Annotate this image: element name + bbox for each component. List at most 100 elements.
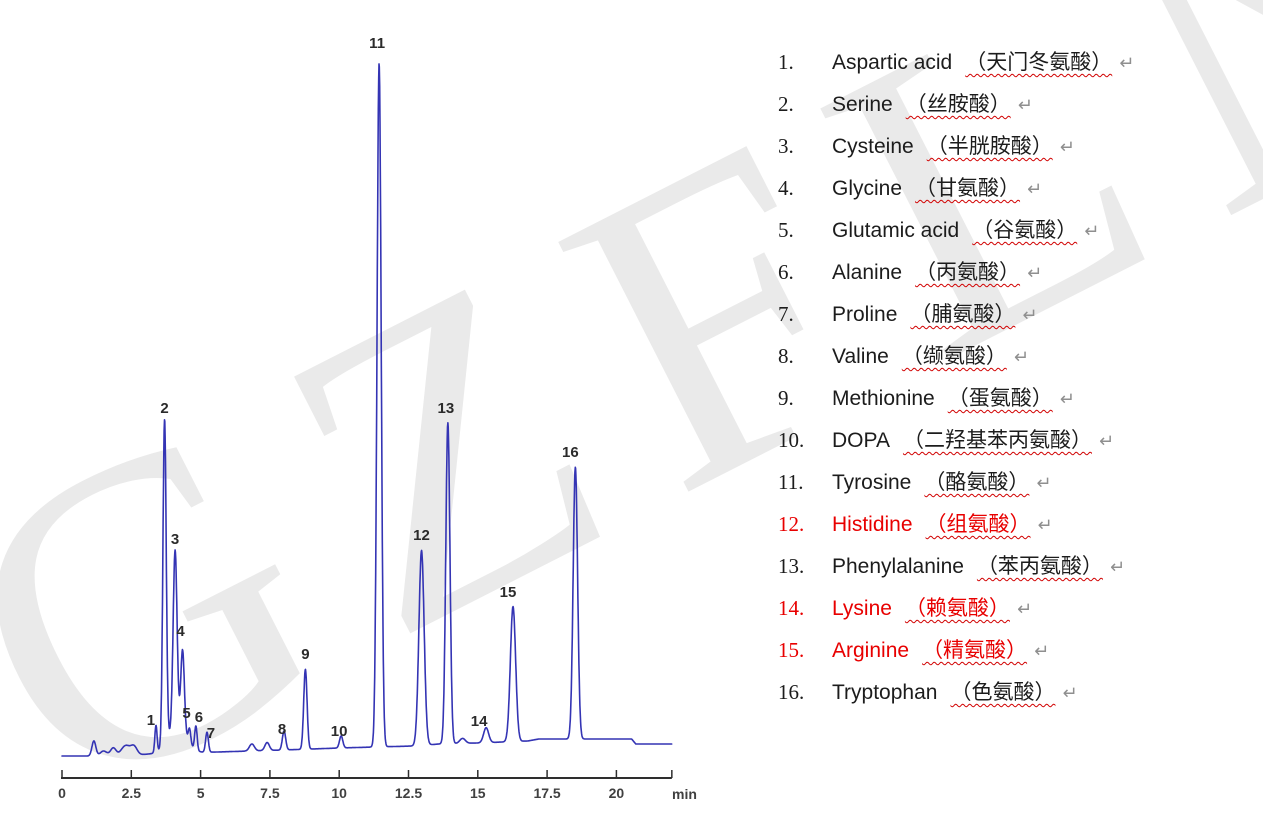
legend-item-name: Tryptophan bbox=[832, 681, 938, 704]
peak-number-label: 5 bbox=[182, 705, 191, 723]
legend-item-number: 13. bbox=[778, 554, 805, 578]
return-mark-icon: ↵ bbox=[1013, 347, 1029, 368]
legend-item-name: Alanine bbox=[832, 261, 903, 284]
return-mark-icon: ↵ bbox=[1059, 389, 1075, 410]
legend-item-number: 8. bbox=[778, 344, 794, 368]
legend-item-number: 11. bbox=[778, 470, 804, 494]
legend-item: 9. Methionine （蛋氨酸） ↵ bbox=[778, 377, 1134, 419]
legend-item-name: Glycine bbox=[832, 177, 903, 200]
return-mark-icon: ↵ bbox=[1037, 515, 1053, 536]
legend-item-chinese-name: （酪氨酸） bbox=[924, 470, 1030, 494]
legend-item-number: 16. bbox=[778, 680, 805, 704]
legend-item-chinese-name: （蛋氨酸） bbox=[947, 386, 1053, 410]
legend-item-name: Serine bbox=[832, 93, 893, 116]
legend-item: 8. Valine （缬氨酸） ↵ bbox=[778, 335, 1134, 377]
legend-item: 1. Aspartic acid （天门冬氨酸） ↵ bbox=[778, 41, 1134, 83]
return-mark-icon: ↵ bbox=[1109, 557, 1126, 578]
legend-item-number: 12. bbox=[778, 512, 805, 536]
legend-item-chinese-name: （色氨酸） bbox=[950, 680, 1056, 704]
x-axis-tick-label: 0 bbox=[58, 785, 66, 801]
return-mark-icon: ↵ bbox=[1062, 683, 1078, 704]
x-axis bbox=[61, 770, 673, 779]
peak-number-label: 10 bbox=[330, 722, 348, 740]
legend-item: 6. Alanine （丙氨酸） ↵ bbox=[778, 251, 1134, 293]
x-axis-tick-label: 15 bbox=[470, 785, 486, 801]
legend-item-chinese-name: （脯氨酸） bbox=[910, 302, 1016, 326]
legend-item: 15. Arginine （精氨酸） ↵ bbox=[778, 629, 1134, 671]
return-mark-icon: ↵ bbox=[1036, 473, 1052, 494]
return-mark-icon: ↵ bbox=[1027, 263, 1043, 284]
legend-item-number: 9. bbox=[778, 386, 794, 410]
legend-item-number: 5. bbox=[778, 218, 794, 242]
legend-item-name: Methionine bbox=[832, 387, 935, 410]
x-axis-tick-label: 12.5 bbox=[394, 785, 423, 801]
x-axis-tick-label: 7.5 bbox=[260, 785, 280, 801]
legend-item-name: DOPA bbox=[832, 429, 890, 452]
legend-item-chinese-name: （苯丙氨酸） bbox=[976, 554, 1103, 578]
peak-number-label: 15 bbox=[499, 583, 517, 601]
legend-item-chinese-name: （组氨酸） bbox=[925, 512, 1031, 536]
peak-number-label: 16 bbox=[562, 444, 579, 461]
legend-item: 5. Glutamic acid （谷氨酸） ↵ bbox=[778, 209, 1134, 251]
legend-item-name: Aspartic acid bbox=[832, 51, 953, 74]
legend-item-chinese-name: （天门冬氨酸） bbox=[965, 50, 1113, 74]
peak-number-label: 7 bbox=[206, 725, 216, 743]
peak-number-label: 8 bbox=[277, 720, 287, 738]
legend-item-name: Tyrosine bbox=[832, 471, 912, 494]
legend-item: 16. Tryptophan （色氨酸） ↵ bbox=[778, 671, 1134, 713]
legend-item-name: Cysteine bbox=[832, 135, 914, 158]
return-mark-icon: ↵ bbox=[1034, 641, 1050, 662]
return-mark-icon: ↵ bbox=[1119, 53, 1135, 74]
legend-item-number: 3. bbox=[778, 134, 794, 158]
legend-item-number: 15. bbox=[778, 638, 805, 662]
legend-item-chinese-name: （丝胺酸） bbox=[905, 92, 1011, 116]
peak-number-label: 12 bbox=[413, 527, 430, 545]
return-mark-icon: ↵ bbox=[1098, 431, 1115, 452]
legend-item-number: 14. bbox=[778, 596, 805, 620]
legend-item-name: Histidine bbox=[832, 513, 913, 536]
legend-item-name: Arginine bbox=[832, 639, 910, 662]
legend-item: 2. Serine （丝胺酸） ↵ bbox=[778, 83, 1134, 125]
legend-item-chinese-name: （甘氨酸） bbox=[915, 176, 1021, 200]
legend-item: 12. Histidine （组氨酸） ↵ bbox=[778, 503, 1134, 545]
legend-item-number: 10. bbox=[778, 428, 805, 452]
legend-item-name: Phenylalanine bbox=[832, 555, 964, 578]
legend-item: 7. Proline （脯氨酸） ↵ bbox=[778, 293, 1134, 335]
peak-number-label: 2 bbox=[160, 399, 169, 417]
legend-item-name: Proline bbox=[832, 303, 898, 326]
legend-item-chinese-name: （半胱胺酸） bbox=[926, 134, 1053, 158]
x-axis-tick-label: 17.5 bbox=[533, 785, 561, 801]
legend-item-number: 1. bbox=[778, 50, 794, 74]
legend-item-name: Valine bbox=[832, 345, 889, 368]
peak-number-label: 11 bbox=[369, 34, 386, 52]
peak-number-label: 9 bbox=[301, 646, 310, 664]
chromatogram-trace bbox=[61, 63, 673, 757]
chromatogram-plot bbox=[61, 63, 673, 779]
x-axis-unit-label: min bbox=[672, 786, 697, 802]
legend-item-chinese-name: （缬氨酸） bbox=[901, 344, 1007, 368]
legend-item-chinese-name: （赖氨酸） bbox=[904, 596, 1010, 620]
peak-number-label: 3 bbox=[170, 530, 180, 548]
peak-number-label: 6 bbox=[194, 708, 204, 726]
legend-item-name: Lysine bbox=[832, 597, 892, 620]
legend-item-name: Glutamic acid bbox=[832, 219, 960, 242]
return-mark-icon: ↵ bbox=[1084, 221, 1100, 242]
plot-labels-layer: min 0 2.5 5 7.5 10 12.5 15 17.5 20 1 2 3 4 5 6 7 8 9 10 11 1… bbox=[58, 34, 697, 802]
legend-item-number: 6. bbox=[778, 260, 794, 284]
legend-item-number: 7. bbox=[778, 302, 794, 326]
legend-item-chinese-name: （精氨酸） bbox=[922, 638, 1028, 662]
x-axis-tick-label: 2.5 bbox=[121, 785, 142, 801]
legend-item-chinese-name: （丙氨酸） bbox=[915, 260, 1021, 284]
legend-item: 4. Glycine （甘氨酸） ↵ bbox=[778, 167, 1134, 209]
return-mark-icon: ↵ bbox=[1022, 305, 1038, 326]
peak-number-label: 1 bbox=[146, 712, 156, 730]
return-mark-icon: ↵ bbox=[1059, 137, 1075, 158]
peak-number-label: 4 bbox=[176, 622, 185, 640]
x-axis-tick-label: 5 bbox=[196, 785, 205, 801]
peak-legend-list: 1. Aspartic acid （天门冬氨酸） ↵ 2. Serine （丝胺酸） ↵ 3. C… bbox=[778, 41, 1134, 713]
legend-item: 11. Tyrosine （酪氨酸） ↵ bbox=[778, 461, 1134, 503]
peak-number-label: 13 bbox=[437, 399, 455, 417]
legend-item: 13. Phenylalanine （苯丙氨酸） ↵ bbox=[778, 545, 1134, 587]
legend-item-number: 2. bbox=[778, 92, 794, 116]
